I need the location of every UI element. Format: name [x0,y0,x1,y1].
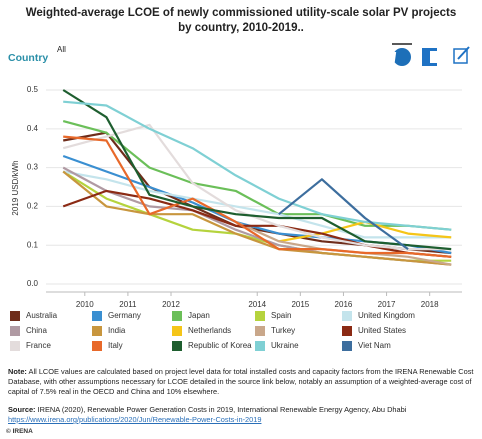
legend-item[interactable]: Germany [92,311,141,321]
legend-item[interactable]: Turkey [255,326,295,336]
legend-label: Turkey [271,326,295,335]
series-line [62,170,452,266]
x-tick-label: 2012 [162,300,180,309]
series-line [63,100,452,231]
series-line [62,120,452,231]
legend-item[interactable]: Italy [92,341,123,351]
filter-value[interactable]: All [57,45,66,54]
legend-label: Australia [26,311,58,320]
legend-swatch [10,311,20,321]
legend-item[interactable]: Republic of Korea [172,341,252,351]
x-tick-label: 2010 [76,300,94,309]
x-tick-label: 2015 [291,300,309,309]
edit-icon[interactable] [453,48,468,64]
legend-label: Germany [108,311,141,320]
legend-label: France [26,341,51,350]
legend-swatch [342,311,352,321]
legend-swatch [92,311,102,321]
copyright: © IRENA [6,428,33,435]
note-label: Note: [8,367,27,376]
legend-swatch [255,311,265,321]
y-axis-title: 2019 USD/kWh [11,160,20,215]
x-tick-label: 2017 [378,300,396,309]
legend-swatch [92,341,102,351]
legend-swatch [342,341,352,351]
legend-item[interactable]: India [92,326,126,336]
source: Source: IRENA (2020), Renewable Power Ge… [8,405,474,425]
info-icon[interactable] [393,48,411,66]
source-link[interactable]: https://www.irena.org/publications/2020/… [8,415,262,424]
filter-label: Country [8,52,49,64]
legend-label: Viet Nam [358,341,391,350]
y-tick-label: 0.4 [27,124,39,133]
source-text: IRENA (2020), Renewable Power Generation… [37,405,407,414]
y-tick-label: 0.1 [27,240,39,249]
legend-label: India [108,326,126,335]
toolbar [391,43,470,66]
y-tick-label: 0.2 [27,202,39,211]
legend-label: Netherlands [188,326,231,335]
series-line [63,170,452,239]
series-line [62,89,452,251]
series-line [278,178,409,250]
series-line [62,189,452,258]
legend-swatch [172,326,182,336]
legend-swatch [92,326,102,336]
legend-item[interactable]: France [10,341,51,351]
legend-item[interactable]: Ukraine [255,341,299,351]
x-tick-label: 2018 [421,300,439,309]
legend-item[interactable]: United States [342,326,406,336]
legend-swatch [255,326,265,336]
x-tick-label: 2016 [335,300,353,309]
series-line [63,135,452,258]
legend-swatch [10,326,20,336]
legend-label: Italy [108,341,123,350]
source-label: Source: [8,405,36,414]
legend-item[interactable]: United Kingdom [342,311,415,321]
y-tick-label: 0.5 [27,85,39,94]
note-text: All LCOE values are calculated based on … [8,367,474,396]
legend-label: Ukraine [271,341,299,350]
y-tick-label: 0.3 [27,163,39,172]
legend-label: Republic of Korea [188,341,252,350]
legend-label: Japan [188,311,210,320]
legend-swatch [172,311,182,321]
legend-item[interactable]: Spain [255,311,291,321]
legend-item[interactable]: Viet Nam [342,341,391,351]
excel-sheet [430,51,438,63]
legend-label: Spain [271,311,291,320]
legend-item[interactable]: Australia [10,311,58,321]
legend-label: China [26,326,47,335]
legend-item[interactable]: China [10,326,47,336]
legend-swatch [255,341,265,351]
x-tick-label: 2011 [119,300,137,309]
note: Note: All LCOE values are calculated bas… [8,367,474,397]
x-tick-label: 2014 [248,300,266,309]
legend-swatch [10,341,20,351]
legend-label: United Kingdom [358,311,415,320]
legend-swatch [342,326,352,336]
legend-item[interactable]: Netherlands [172,326,231,336]
info-glyph [391,52,397,62]
legend-item[interactable]: Japan [172,311,210,321]
legend-label: United States [358,326,406,335]
legend-swatch [172,341,182,351]
edit-pen [457,46,470,60]
y-tick-label: 0.0 [27,279,39,288]
chart-title: Weighted-average LCOE of newly commissio… [25,7,457,34]
series-line [62,123,452,251]
